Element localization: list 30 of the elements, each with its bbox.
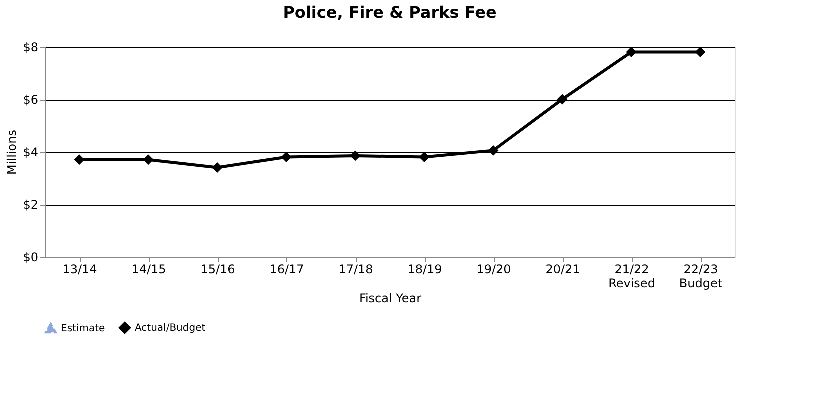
point (419, 152, 430, 162)
y-tick-label: $8 (23, 40, 38, 54)
x-tick-label: 15/16 (200, 262, 236, 276)
point (212, 162, 223, 173)
x-tick-label: 13/14 (62, 262, 98, 276)
point (488, 145, 499, 156)
x-tick-label: 19/20 (476, 262, 512, 276)
y-tick-label: $4 (23, 146, 38, 160)
point (626, 47, 637, 58)
x-tick-label: 20/21 (546, 262, 580, 276)
x-tick-label: 17/18 (338, 262, 374, 276)
x-tick-label: 21/22 Revised (608, 262, 656, 290)
point (695, 47, 706, 58)
y-tick-label: $0 (23, 250, 38, 264)
legend-label: Estimate (61, 323, 106, 334)
x-tick-label: 22/23 Budget (679, 262, 723, 290)
point (74, 154, 85, 166)
y-tick-label: $6 (23, 93, 38, 107)
y-tick-label: $2 (23, 198, 38, 212)
point (143, 154, 154, 166)
x-tick-label: 16/17 (270, 262, 304, 276)
legend-label: Actual/Budget (135, 323, 206, 334)
point (350, 150, 361, 162)
x-axis-title: Fiscal Year (359, 292, 422, 306)
point (557, 94, 568, 105)
point (281, 152, 292, 162)
chart-title: Police, Fire & Parks Fee (283, 3, 497, 22)
y-axis-title: Millions (5, 130, 20, 175)
x-tick-label: 18/19 (408, 262, 442, 276)
x-tick-label: 14/15 (132, 262, 166, 276)
